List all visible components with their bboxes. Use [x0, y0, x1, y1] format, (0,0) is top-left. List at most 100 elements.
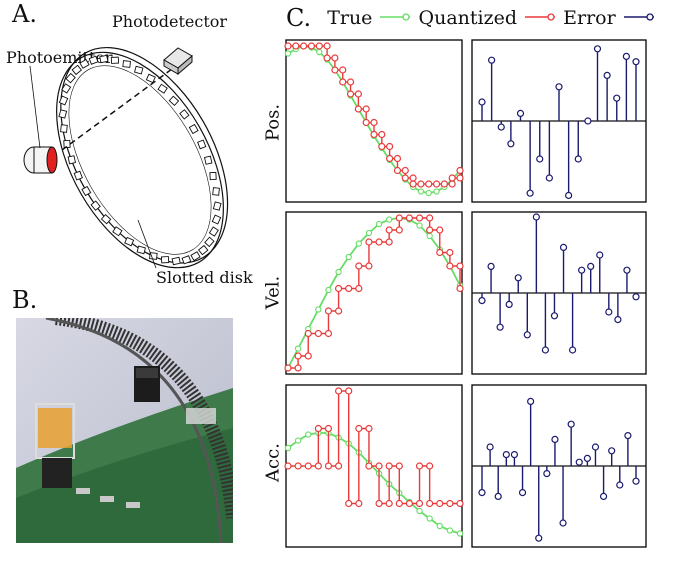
quantized-point — [409, 174, 417, 182]
quantized-point — [432, 180, 441, 188]
quantized-point — [315, 42, 323, 50]
error-marker — [578, 266, 586, 274]
disk-slot — [134, 65, 144, 75]
error-marker — [478, 98, 486, 106]
quantized-point — [448, 180, 456, 188]
legend-true-label: True — [327, 7, 373, 29]
disk-slot — [209, 171, 217, 181]
true-point — [436, 522, 443, 530]
quantized-point — [323, 54, 331, 62]
true-point — [402, 176, 409, 183]
quantized-point — [426, 499, 434, 508]
true-point — [335, 434, 342, 441]
disk-outer — [56, 51, 224, 269]
true-point — [370, 132, 378, 140]
disk-slot — [204, 155, 213, 165]
quantized-point — [446, 262, 454, 270]
error-marker — [523, 331, 531, 339]
quantized-point — [385, 499, 393, 508]
chart-panel — [284, 384, 464, 548]
true-point — [416, 507, 423, 515]
true-point — [284, 50, 292, 57]
error-marker — [543, 470, 551, 478]
true-point — [386, 156, 393, 164]
error-marker — [587, 262, 595, 270]
quantized-point — [456, 174, 464, 182]
true-point — [449, 176, 456, 183]
quantized-point — [446, 248, 454, 257]
true-point — [375, 220, 383, 228]
chart-panel — [284, 39, 464, 203]
disk-slot — [100, 213, 112, 225]
legend-quantized-label: Quantized — [418, 7, 518, 29]
quantized-point — [386, 154, 394, 163]
error-marker — [599, 492, 608, 500]
true-series-line — [287, 217, 461, 369]
quantized-point — [346, 78, 355, 86]
true-point — [325, 429, 332, 437]
quantized-point — [395, 462, 403, 470]
quantized-point — [355, 499, 363, 508]
disk-slot — [81, 185, 92, 197]
true-point — [378, 144, 385, 152]
panel-b-letter: B. — [12, 286, 38, 314]
quantized-series-line — [288, 390, 460, 505]
quantized-point — [409, 180, 417, 188]
true-point — [315, 429, 322, 437]
disk-slot — [197, 244, 209, 256]
quantized-point — [314, 329, 322, 338]
true-point — [345, 253, 352, 261]
true-point — [284, 364, 292, 372]
quantized-point — [331, 66, 339, 74]
disk-slot — [79, 58, 90, 69]
chart-frame — [471, 39, 647, 203]
disk-slot — [65, 72, 76, 84]
true-point — [363, 119, 370, 126]
emitter-label-leader — [29, 65, 41, 149]
disk-slot — [124, 236, 135, 247]
quantized-point — [440, 180, 448, 188]
true-point — [365, 459, 373, 467]
true-point — [446, 527, 454, 534]
true-point — [394, 167, 401, 174]
chart-panel — [284, 211, 464, 375]
disk-slot — [90, 200, 101, 211]
error-marker — [614, 316, 622, 324]
quantized-point — [365, 424, 373, 433]
quantized-point — [401, 166, 409, 175]
true-point — [375, 470, 383, 477]
true-series-line — [287, 45, 461, 194]
error-marker — [555, 83, 563, 91]
error-marker — [497, 123, 505, 131]
quantized-point — [426, 226, 434, 234]
true-point — [409, 183, 417, 191]
disk-slot — [212, 187, 220, 196]
chart-frame — [285, 39, 463, 203]
quantized-point — [355, 262, 363, 270]
quantized-point — [385, 462, 393, 470]
quantized-point — [395, 226, 403, 234]
error-marker — [608, 447, 616, 455]
error-marker — [502, 451, 510, 459]
quantized-point — [395, 499, 403, 508]
true-point — [300, 42, 307, 50]
error-marker — [603, 71, 611, 80]
disk-slot — [211, 214, 222, 225]
disk-slot — [58, 95, 69, 106]
quantized-point — [393, 166, 402, 175]
true-point — [316, 48, 323, 56]
quantized-point — [314, 424, 322, 433]
quantized-point — [324, 329, 333, 338]
photodetector-label: Photodetector — [112, 12, 228, 31]
quantized-point — [456, 166, 464, 175]
disk-slot — [188, 123, 199, 135]
disk-slot — [208, 226, 219, 237]
error-marker — [596, 251, 604, 259]
quantized-point — [385, 238, 393, 246]
quantized-point — [365, 238, 373, 246]
error-marker — [478, 297, 486, 305]
chart-frame — [471, 384, 647, 548]
quantized-point — [339, 78, 347, 86]
error-marker — [532, 213, 540, 221]
error-marker — [494, 492, 502, 500]
